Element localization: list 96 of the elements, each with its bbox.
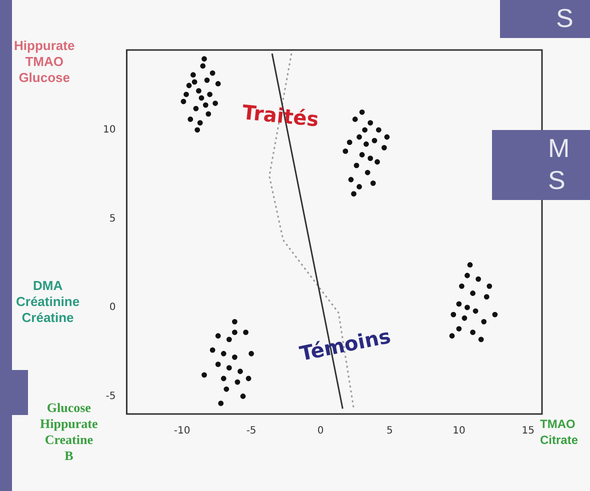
point <box>470 290 476 296</box>
point <box>194 127 200 133</box>
point <box>234 379 240 385</box>
point <box>368 156 374 162</box>
point <box>484 294 490 300</box>
slide-panel: S <box>500 0 590 38</box>
point <box>476 276 482 282</box>
y-tick-label: 10 <box>102 124 116 136</box>
point <box>492 312 498 318</box>
point <box>359 152 365 158</box>
y-tick-label: -5 <box>106 390 116 402</box>
point <box>354 162 360 168</box>
point <box>215 333 221 339</box>
point <box>248 350 254 356</box>
point <box>486 283 492 289</box>
point <box>376 127 382 133</box>
x-tick-label: 5 <box>386 426 393 437</box>
x-tick-label: -10 <box>174 426 190 437</box>
point <box>200 63 206 69</box>
point <box>226 336 232 342</box>
text: Glucose Hippurate Creatine B <box>40 400 98 464</box>
point <box>210 70 216 76</box>
point <box>372 138 378 144</box>
x-tick-label: 0 <box>317 426 324 437</box>
point <box>232 318 238 324</box>
point <box>456 326 462 332</box>
point <box>193 106 199 112</box>
point <box>210 347 216 353</box>
point <box>190 72 196 78</box>
point <box>224 386 230 392</box>
point <box>374 159 380 165</box>
point <box>362 127 368 133</box>
point <box>240 394 246 399</box>
point <box>215 81 221 86</box>
point <box>346 140 352 146</box>
point <box>351 191 356 197</box>
point <box>368 120 374 126</box>
x-tick-label: 15 <box>522 426 535 437</box>
annotation: Traités <box>241 100 320 132</box>
x-tick-label: 10 <box>452 426 466 437</box>
point <box>356 134 362 140</box>
point <box>352 116 358 122</box>
point <box>472 308 478 314</box>
point <box>198 95 204 101</box>
point <box>226 365 232 371</box>
point <box>202 372 207 378</box>
point <box>188 116 194 122</box>
point <box>202 102 208 108</box>
point <box>464 272 470 278</box>
text: Hippurate TMAO Glucose <box>14 38 75 86</box>
point <box>202 56 207 62</box>
point <box>192 79 198 85</box>
point <box>459 283 464 289</box>
point <box>348 176 354 182</box>
point <box>246 376 252 382</box>
point <box>481 318 487 324</box>
point <box>212 100 218 106</box>
point <box>238 368 243 374</box>
point <box>207 92 212 98</box>
point <box>206 111 212 117</box>
text: TMAO Citrate <box>540 416 578 448</box>
point <box>215 362 221 367</box>
point <box>462 315 468 321</box>
point <box>186 82 192 88</box>
point <box>243 330 248 336</box>
text: DMA Créatinine Créatine <box>16 278 80 326</box>
point <box>370 180 376 186</box>
point <box>184 92 189 98</box>
point <box>456 301 462 307</box>
point <box>356 184 362 190</box>
point <box>218 400 224 406</box>
annotation: Témoins <box>298 324 393 366</box>
y-tick-label: 0 <box>109 302 116 314</box>
point <box>381 144 387 150</box>
point <box>450 312 456 318</box>
point <box>232 330 238 336</box>
point <box>467 262 473 268</box>
point <box>232 354 238 360</box>
point <box>342 148 348 154</box>
point <box>364 141 369 147</box>
point <box>449 333 455 339</box>
point <box>464 304 470 310</box>
point <box>196 88 202 94</box>
x-tick-label: -5 <box>246 426 256 437</box>
point <box>470 330 476 336</box>
point <box>180 98 186 104</box>
point <box>220 376 226 382</box>
point <box>204 77 210 83</box>
slide-panel: M S <box>492 130 590 200</box>
point <box>384 134 390 140</box>
point <box>359 109 365 115</box>
point <box>220 350 226 356</box>
point <box>197 120 203 126</box>
y-tick-label: 5 <box>109 213 116 224</box>
point <box>364 170 370 176</box>
point <box>478 336 484 342</box>
